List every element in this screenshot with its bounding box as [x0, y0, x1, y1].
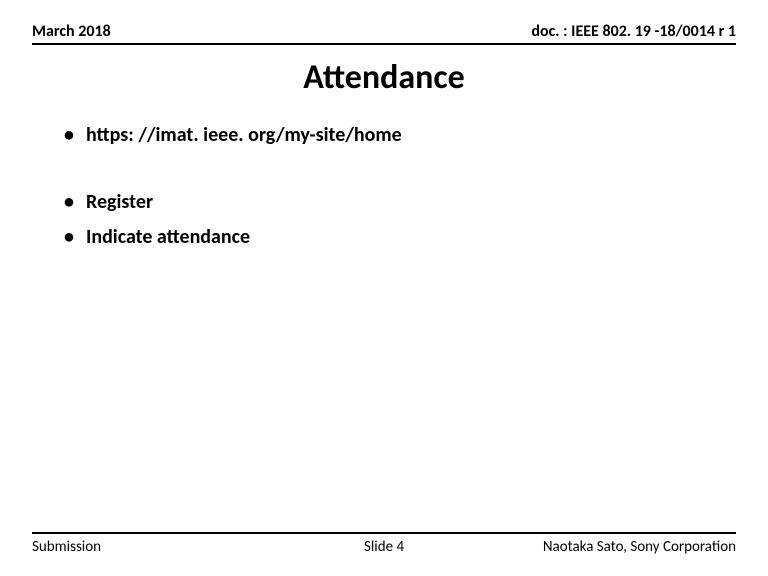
header-date: March 2018	[32, 22, 111, 41]
list-item: https: //imat. ieee. org/my-site/home	[64, 122, 736, 149]
footer: Submission Slide 4 Naotaka Sato, Sony Co…	[32, 532, 736, 556]
bullet-list: https: //imat. ieee. org/my-site/home	[32, 122, 736, 149]
footer-author: Naotaka Sato, Sony Corporation	[501, 538, 736, 556]
footer-rule	[32, 532, 736, 534]
footer-row: Submission Slide 4 Naotaka Sato, Sony Co…	[32, 538, 736, 556]
footer-slide-number: Slide 4	[267, 538, 502, 556]
header-doc-ref: doc. : IEEE 802. 19 -18/0014 r 1	[531, 22, 736, 41]
header: March 2018 doc. : IEEE 802. 19 -18/0014 …	[32, 22, 736, 45]
spacer	[32, 157, 736, 189]
page-title: Attendance	[32, 57, 736, 98]
footer-submission: Submission	[32, 538, 267, 556]
slide: March 2018 doc. : IEEE 802. 19 -18/0014 …	[0, 0, 768, 576]
list-item: Register	[64, 189, 736, 216]
bullet-list: Register Indicate attendance	[32, 189, 736, 251]
list-item: Indicate attendance	[64, 224, 736, 251]
